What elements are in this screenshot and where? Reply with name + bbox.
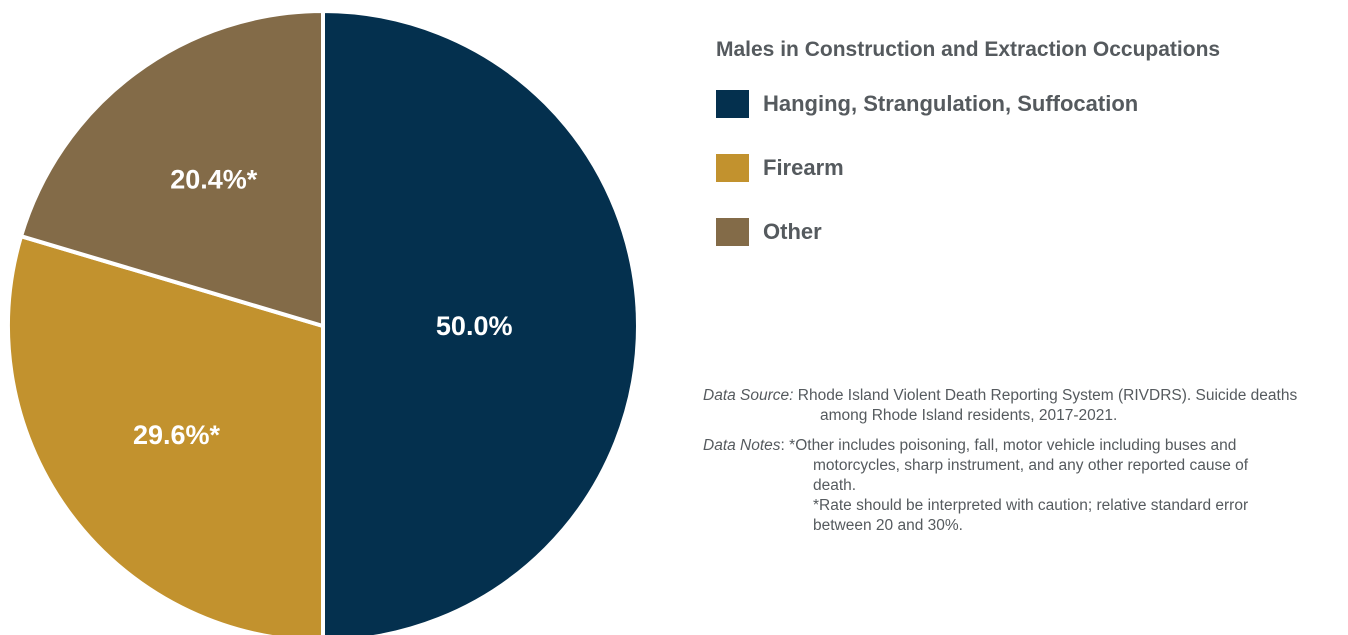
data-source-continuation: among Rhode Island residents, 2017-2021.	[820, 407, 1118, 424]
data-notes-line: Data Notes: *Other includes poisoning, f…	[703, 436, 1348, 456]
legend-swatch-hanging	[716, 90, 749, 118]
legend-swatch-other	[716, 218, 749, 246]
data-notes-key: Data Notes	[703, 437, 781, 454]
data-notes-text-2: motorcycles, sharp instrument, and any o…	[813, 457, 1249, 474]
legend-items: Hanging, Strangulation, Suffocation Fire…	[716, 88, 1348, 248]
legend-label-hanging: Hanging, Strangulation, Suffocation	[763, 91, 1139, 116]
pie-slice-firearm	[6, 234, 325, 635]
data-source-text: Rhode Island Violent Death Reporting Sys…	[793, 387, 1298, 404]
legend-label-firearm: Firearm	[763, 155, 844, 180]
slice-label-firearm: 29.6%*	[133, 420, 221, 450]
data-notes-text-3: death.	[813, 477, 857, 494]
pie-slice-hanging	[321, 9, 640, 635]
slice-label-hanging: 50.0%	[436, 311, 513, 341]
data-source-line: Data Source: Rhode Island Violent Death …	[703, 386, 1348, 406]
pie-labels: 50.0% 29.6%* 20.4%*	[133, 165, 512, 451]
data-notes-separator: :	[780, 437, 790, 454]
legend-item-hanging: Hanging, Strangulation, Suffocation	[716, 88, 1348, 120]
legend-swatch-firearm	[716, 154, 749, 182]
data-notes-text-5: between 20 and 30%.	[813, 517, 963, 534]
legend-item-firearm: Firearm	[716, 152, 1348, 184]
legend: Males in Construction and Extraction Occ…	[716, 38, 1348, 280]
legend-label-other: Other	[763, 219, 822, 244]
data-source-key: Data Source:	[703, 387, 794, 404]
chart-title: Males in Construction and Extraction Occ…	[716, 38, 1221, 61]
data-notes-text-1: *Other includes poisoning, fall, motor v…	[789, 437, 1237, 454]
slice-label-other: 20.4%*	[170, 165, 258, 195]
chart-notes: Data Source: Rhode Island Violent Death …	[703, 386, 1348, 536]
pie-slices	[6, 9, 640, 635]
legend-item-other: Other	[716, 216, 1348, 248]
pie-chart: 50.0% 29.6%* 20.4%*	[6, 9, 640, 635]
data-notes-text-4: *Rate should be interpreted with caution…	[813, 497, 1249, 514]
pie-slice-other	[19, 9, 325, 328]
